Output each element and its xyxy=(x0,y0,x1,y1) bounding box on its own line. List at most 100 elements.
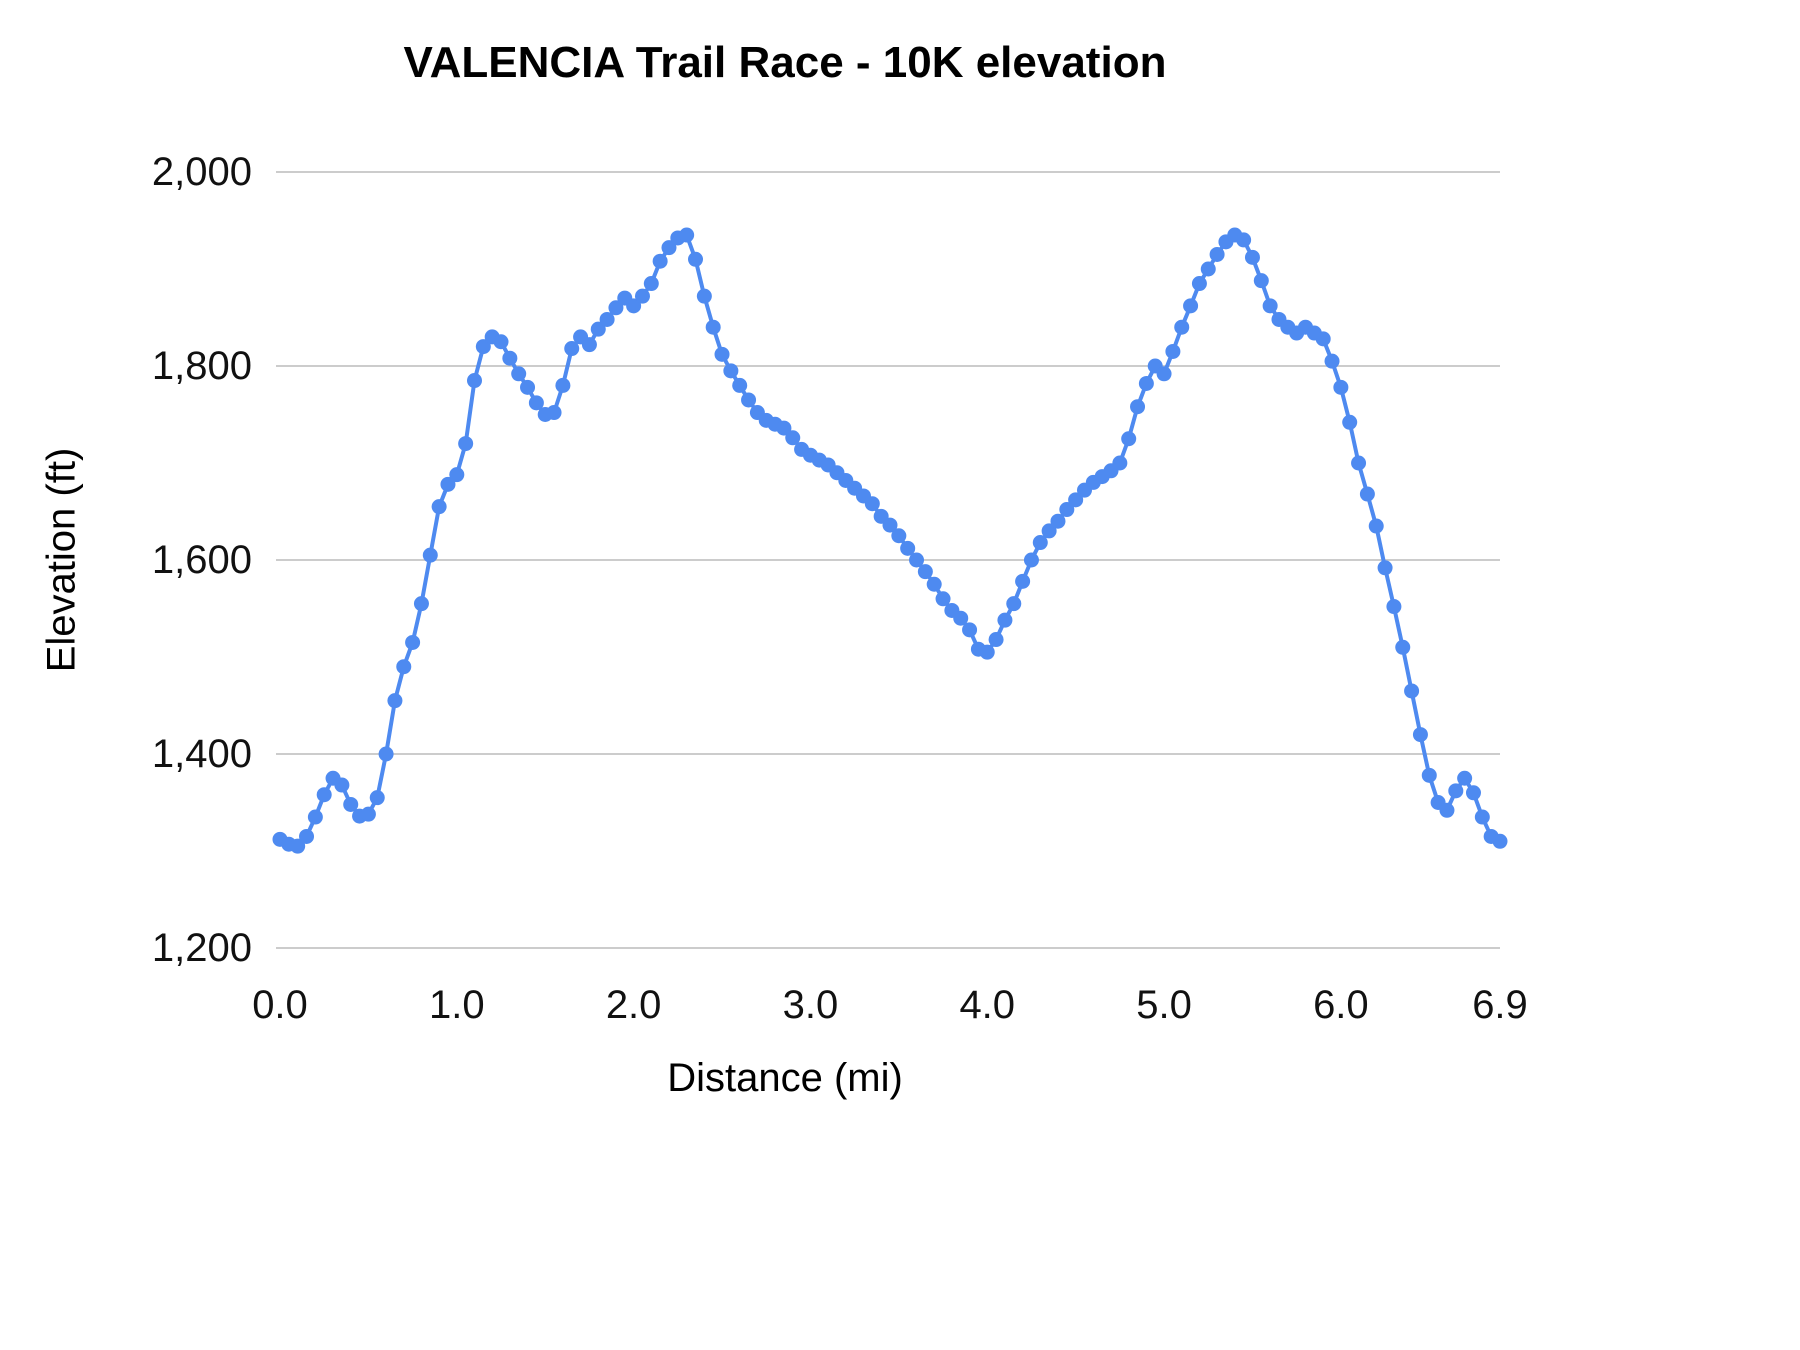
data-point xyxy=(1421,767,1437,783)
data-point xyxy=(935,591,951,607)
data-point xyxy=(652,253,668,269)
data-point xyxy=(1112,455,1128,471)
x-tick-label: 3.0 xyxy=(783,983,839,1027)
data-point xyxy=(741,392,757,408)
data-point xyxy=(316,787,332,803)
data-point xyxy=(1324,353,1340,369)
data-point xyxy=(546,405,562,421)
data-point xyxy=(299,828,315,844)
data-point xyxy=(882,517,898,533)
data-point xyxy=(696,288,712,304)
data-point xyxy=(1315,331,1331,347)
data-point xyxy=(405,634,421,650)
data-point xyxy=(360,806,376,822)
data-point xyxy=(475,339,491,355)
y-tick-label: 1,400 xyxy=(152,732,252,776)
data-point xyxy=(1465,785,1481,801)
data-point xyxy=(1474,809,1490,825)
data-point xyxy=(926,576,942,592)
x-tick-label: 2.0 xyxy=(606,983,662,1027)
data-point xyxy=(307,809,323,825)
data-point xyxy=(1351,455,1367,471)
data-point xyxy=(590,321,606,337)
data-point xyxy=(900,540,916,556)
data-point xyxy=(626,298,642,314)
data-point xyxy=(679,227,695,243)
data-point xyxy=(661,240,677,256)
data-point xyxy=(909,552,925,568)
x-axis-title: Distance (mi) xyxy=(667,1056,903,1100)
data-point xyxy=(1448,783,1464,799)
x-tick-label: 1.0 xyxy=(429,983,485,1027)
data-point xyxy=(520,379,536,395)
y-tick-label: 1,200 xyxy=(152,926,252,970)
data-point xyxy=(864,496,880,512)
data-point xyxy=(714,346,730,362)
data-point xyxy=(493,334,509,350)
data-point xyxy=(502,350,518,366)
data-point xyxy=(334,777,350,793)
data-point xyxy=(1262,298,1278,314)
data-point xyxy=(1138,375,1154,391)
data-point xyxy=(1023,552,1039,568)
data-point xyxy=(688,251,704,267)
data-point xyxy=(440,476,456,492)
data-point xyxy=(1395,639,1411,655)
data-point xyxy=(988,632,1004,648)
data-point xyxy=(1174,319,1190,335)
data-point xyxy=(422,547,438,563)
data-point xyxy=(369,790,385,806)
data-point xyxy=(564,341,580,357)
data-point xyxy=(528,395,544,411)
data-point xyxy=(643,276,659,292)
data-point xyxy=(511,366,527,382)
chart-title: VALENCIA Trail Race - 10K elevation xyxy=(403,38,1167,87)
data-point xyxy=(1209,246,1225,262)
data-point xyxy=(1032,535,1048,551)
data-point xyxy=(1439,802,1455,818)
data-point xyxy=(953,610,969,626)
data-point xyxy=(1244,249,1260,265)
data-point xyxy=(343,796,359,812)
data-point xyxy=(1368,518,1384,534)
data-point xyxy=(290,838,306,854)
data-point xyxy=(776,420,792,436)
data-point xyxy=(1183,298,1199,314)
data-point xyxy=(1236,232,1252,248)
data-point xyxy=(962,622,978,638)
data-point xyxy=(581,337,597,353)
data-point xyxy=(466,373,482,389)
data-point xyxy=(1253,273,1269,289)
data-point xyxy=(1006,596,1022,612)
data-point xyxy=(1015,573,1031,589)
data-point xyxy=(1333,379,1349,395)
data-point xyxy=(1377,560,1393,576)
data-point xyxy=(555,377,571,393)
x-tick-label: 6.0 xyxy=(1313,983,1369,1027)
data-point xyxy=(449,467,465,483)
data-point xyxy=(1191,276,1207,292)
data-point xyxy=(997,612,1013,628)
x-tick-label: 5.0 xyxy=(1136,983,1192,1027)
data-point xyxy=(413,596,429,612)
data-point xyxy=(431,499,447,515)
data-point xyxy=(1492,833,1508,849)
data-point xyxy=(979,644,995,660)
y-tick-label: 1,600 xyxy=(152,538,252,582)
data-point xyxy=(1050,513,1066,529)
data-point xyxy=(1041,523,1057,539)
data-point xyxy=(387,693,403,709)
x-tick-label: 0.0 xyxy=(252,983,308,1027)
data-point xyxy=(1386,599,1402,615)
data-point xyxy=(1404,683,1420,699)
data-point xyxy=(396,659,412,675)
data-point xyxy=(1457,770,1473,786)
data-point xyxy=(785,430,801,446)
data-point xyxy=(1342,414,1358,430)
data-point xyxy=(634,288,650,304)
data-point xyxy=(599,311,615,327)
data-point xyxy=(1359,486,1375,502)
data-point xyxy=(1121,431,1137,447)
